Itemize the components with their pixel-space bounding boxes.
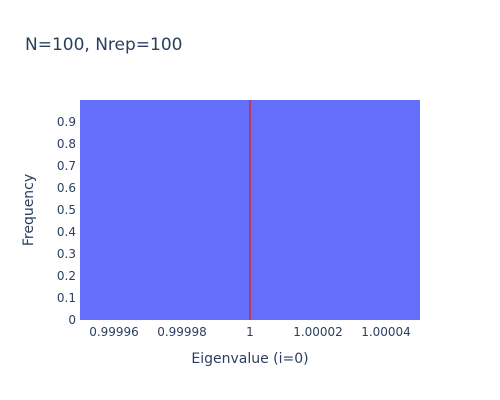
x-axis: 0.99996 0.99998 1 1.00002 1.00004 xyxy=(89,325,411,339)
y-tick-label: 0 xyxy=(68,313,76,327)
y-tick-label: 0.8 xyxy=(57,137,76,151)
y-tick-label: 0.7 xyxy=(57,159,76,173)
y-tick-label: 0.9 xyxy=(57,115,76,129)
plot-area xyxy=(80,100,420,320)
y-tick-label: 0.2 xyxy=(57,269,76,283)
y-tick-label: 0.6 xyxy=(57,181,76,195)
y-axis-title: Frequency xyxy=(21,174,37,246)
x-tick-label: 1 xyxy=(246,325,254,339)
y-axis: 0 0.1 0.2 0.3 0.4 0.5 0.6 0.7 0.8 0.9 xyxy=(57,115,76,327)
y-tick-label: 0.4 xyxy=(57,225,76,239)
x-tick-label: 1.00004 xyxy=(361,325,411,339)
chart-title: N=100, Nrep=100 xyxy=(25,35,183,55)
x-axis-title: Eigenvalue (i=0) xyxy=(191,351,308,367)
x-tick-label: 0.99996 xyxy=(89,325,139,339)
x-tick-label: 1.00002 xyxy=(293,325,343,339)
y-tick-label: 0.1 xyxy=(57,291,76,305)
x-tick-label: 0.99998 xyxy=(157,325,207,339)
y-tick-label: 0.5 xyxy=(57,203,76,217)
y-tick-label: 0.3 xyxy=(57,247,76,261)
